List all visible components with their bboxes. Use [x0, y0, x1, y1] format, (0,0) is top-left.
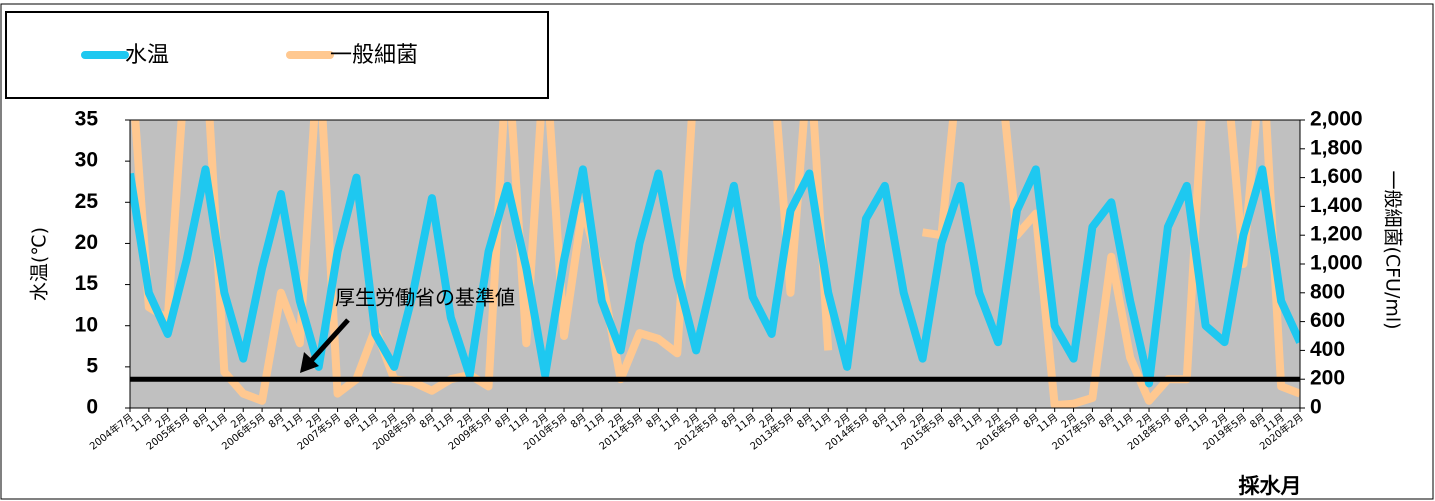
y-tick-label: 5	[86, 354, 98, 377]
x-tick-label: 11月	[582, 411, 607, 434]
x-tick-label: 11月	[809, 411, 834, 434]
y-tick-label: 10	[75, 313, 98, 336]
y2-tick-label: 200	[1310, 367, 1345, 390]
legend-label: 水温	[125, 43, 169, 68]
y-tick-label: 35	[75, 108, 99, 131]
annotation-arrow	[308, 318, 350, 364]
series-line	[1001, 120, 1300, 408]
y-axis-title: 水温(℃)	[29, 227, 51, 301]
x-tick-label: 11月	[205, 411, 230, 434]
x-tick-label: 11月	[1186, 411, 1211, 434]
y2-tick-label: 1,200	[1310, 223, 1363, 246]
x-tick-label: 11月	[1111, 411, 1136, 434]
x-axis-title: 採水月	[1239, 474, 1302, 498]
y-tick-label: 0	[86, 396, 98, 419]
y2-tick-label: 2,000	[1310, 108, 1363, 131]
y-tick-label: 15	[75, 272, 99, 295]
y2-tick-label: 1,600	[1310, 165, 1363, 188]
plot-area	[130, 120, 1300, 408]
x-tick-label: 11月	[960, 411, 985, 434]
y-tick-label: 20	[75, 231, 98, 254]
series-line	[130, 165, 1300, 388]
y2-tick-label: 600	[1310, 309, 1345, 332]
y2-tick-label: 400	[1310, 338, 1345, 361]
reference-label: 厚生労働省の基準値	[335, 286, 515, 310]
x-tick-label: 11月	[431, 411, 456, 434]
plot-frame	[129, 119, 1301, 409]
chart-border	[0, 3, 1434, 500]
x-tick-label: 11月	[129, 411, 154, 434]
series-line	[773, 120, 833, 351]
y-tick-label: 25	[75, 190, 99, 213]
legend-label: 一般細菌	[330, 43, 418, 68]
x-tick-label: 11月	[884, 411, 909, 434]
x-tick-label: 11月	[1035, 411, 1060, 434]
y2-tick-label: 0	[1310, 396, 1322, 419]
y2-tick-label: 1,000	[1310, 252, 1363, 275]
x-tick-label: 11月	[733, 411, 758, 434]
x-tick-label: 11月	[507, 411, 532, 434]
y2-tick-label: 800	[1310, 280, 1345, 303]
y-tick-label: 30	[75, 149, 98, 172]
y2-axis-title: 一般細菌(CFU/ml)	[1382, 170, 1404, 329]
annotation-arrowhead	[300, 352, 319, 373]
y2-tick-label: 1,800	[1310, 136, 1363, 159]
series-group	[130, 120, 1300, 408]
x-tick-label: 11月	[658, 411, 683, 434]
y2-tick-label: 1,400	[1310, 194, 1363, 217]
x-tick-label: 11月	[280, 411, 305, 434]
x-tick-label: 11月	[356, 411, 381, 434]
